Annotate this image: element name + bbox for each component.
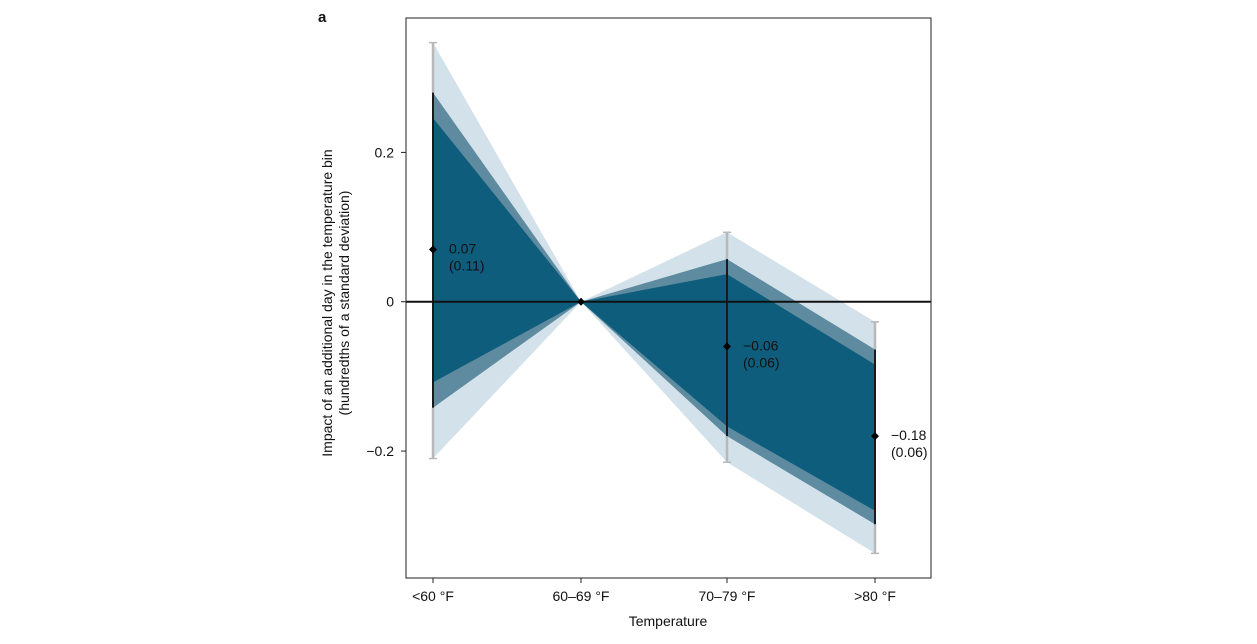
y-axis: 0.2 0 −0.2 — [366, 144, 406, 459]
y-tick-label: −0.2 — [366, 443, 394, 459]
y-tick-label: 0.2 — [375, 144, 395, 160]
x-tick-label: 60–69 °F — [553, 588, 610, 604]
annotation-se: (0.11) — [449, 257, 485, 273]
y-axis-title-line-1: Impact of an additional day in the tempe… — [319, 149, 335, 456]
x-tick-label: <60 °F — [412, 588, 454, 604]
y-tick-label: 0 — [386, 294, 394, 310]
x-axis-title: Temperature — [629, 613, 708, 629]
confidence-bands — [433, 42, 875, 554]
annotation-estimate: −0.06 — [743, 338, 779, 354]
x-axis: <60 °F 60–69 °F 70–79 °F >80 °F — [412, 578, 896, 604]
annotation-estimate: 0.07 — [449, 240, 476, 256]
plot-area: 0.07(0.11)−0.06(0.06)−0.18(0.06) — [405, 17, 932, 579]
plot-frame — [405, 17, 932, 579]
annotation-estimate: −0.18 — [891, 427, 927, 443]
x-tick-label: >80 °F — [854, 588, 896, 604]
point-estimate-1 — [577, 297, 585, 306]
point-estimates — [429, 245, 879, 441]
annotation-se: (0.06) — [743, 355, 780, 371]
ci-inner-band — [433, 118, 875, 511]
y-axis-title: Impact of an additional day in the tempe… — [319, 149, 352, 456]
panel-label: a — [318, 9, 327, 26]
point-estimate-2 — [723, 342, 731, 351]
y-axis-title-line-2: (hundredths of a standard deviation) — [336, 191, 352, 416]
annotation-se: (0.06) — [891, 444, 928, 460]
point-estimate-3 — [871, 432, 879, 441]
point-estimate-0 — [429, 245, 437, 254]
x-tick-label: 70–79 °F — [699, 588, 756, 604]
estimate-annotations: 0.07(0.11)−0.06(0.06)−0.18(0.06) — [449, 240, 928, 460]
